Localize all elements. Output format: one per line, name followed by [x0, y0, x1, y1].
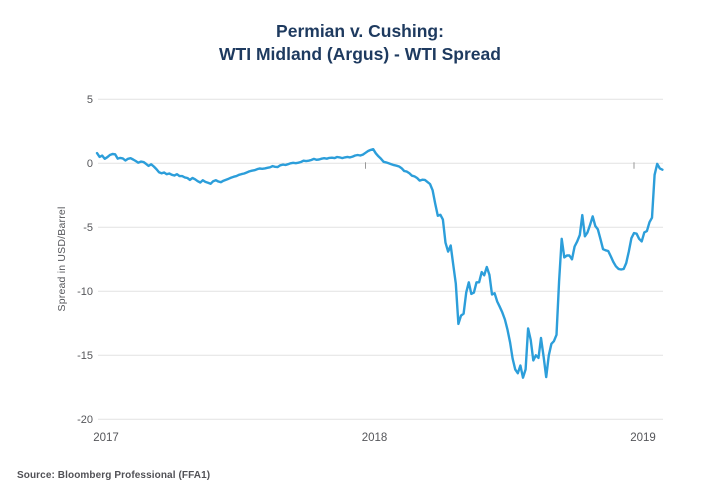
y-tick-label: -15 [77, 350, 93, 362]
spread-line [95, 147, 664, 379]
y-tick-label: -20 [77, 414, 93, 426]
y-tick-label: 5 [87, 94, 93, 106]
y-tick-label: -10 [77, 286, 93, 298]
chart-title-line2: WTI Midland (Argus) - WTI Spread [219, 44, 501, 64]
chart-title: Permian v. Cushing: WTI Midland (Argus) … [0, 20, 720, 66]
x-tick-label: 2017 [93, 432, 119, 444]
chart-title-line1: Permian v. Cushing: [276, 21, 444, 41]
x-tick-label: 2019 [630, 432, 656, 444]
source-note: Source: Bloomberg Professional (FFA1) [17, 470, 211, 481]
y-axis-title: Spread in USD/Barrel [56, 206, 68, 312]
y-tick-label: 0 [87, 158, 93, 170]
y-tick-label: -5 [83, 222, 93, 234]
x-tick-label: 2018 [362, 432, 388, 444]
